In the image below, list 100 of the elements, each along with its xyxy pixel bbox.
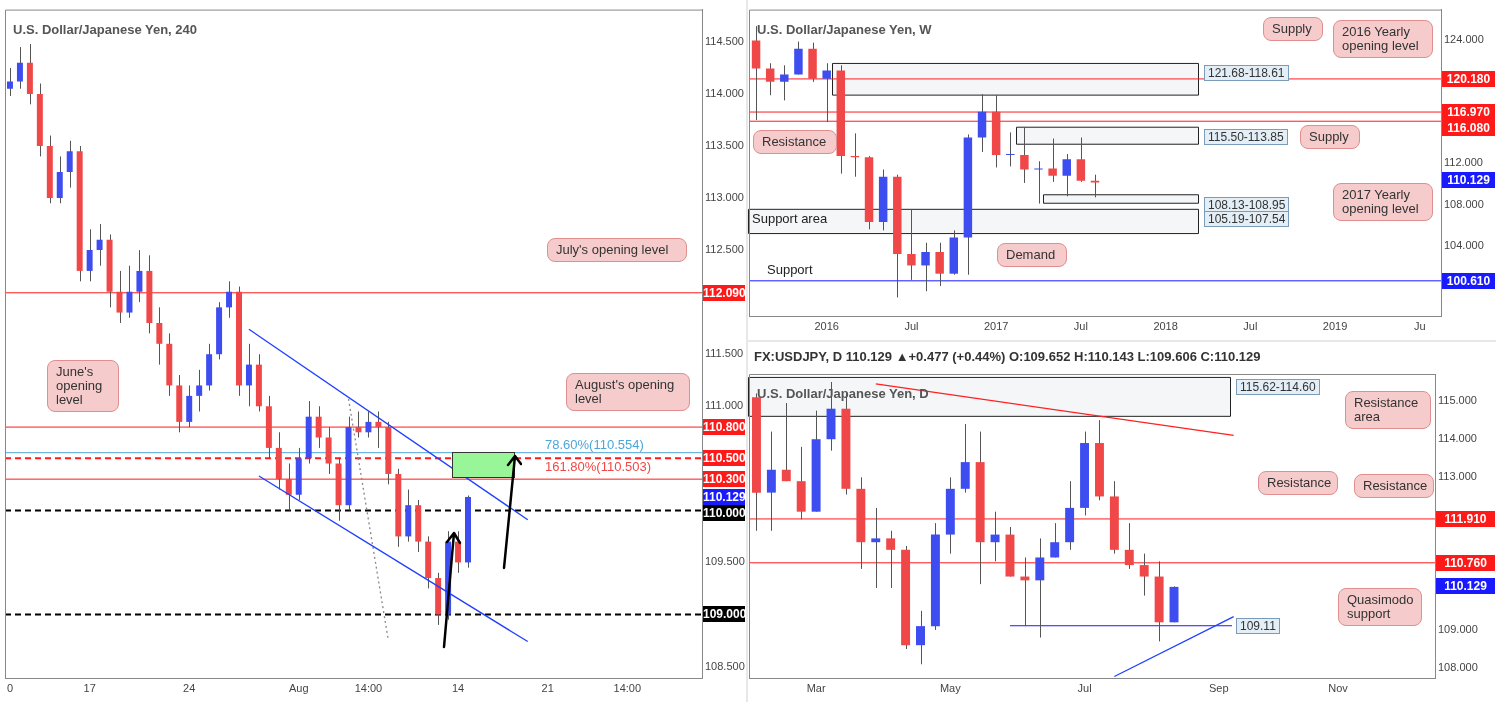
text: U.S. Dollar/Japanese Yen, 240 — [13, 21, 198, 37]
x-tick-label: Jul — [1077, 681, 1092, 694]
candlestick — [245, 343, 252, 407]
candlestick — [886, 530, 896, 589]
y-tick-label: 112.000 — [1444, 156, 1483, 169]
candlestick — [766, 431, 776, 532]
candlestick — [1020, 126, 1029, 184]
candlestick — [921, 242, 930, 292]
candlestick — [375, 410, 382, 449]
y-tick-label: 108.000 — [1438, 661, 1478, 674]
y-tick-label: 108.500 — [705, 659, 745, 672]
annotation: Supply — [1263, 17, 1323, 41]
y-tick-label: 114.000 — [1438, 432, 1477, 445]
ref-line-label: 111.910 — [1436, 510, 1495, 527]
candlestick — [365, 410, 372, 438]
annotation: Resistance — [753, 130, 837, 154]
candlestick — [1035, 537, 1045, 639]
y-tick-label: 111.000 — [705, 399, 744, 412]
band-label: 105.19-107.54 — [1204, 211, 1290, 228]
ref-line-label: 110.800 — [703, 419, 746, 436]
candlestick — [765, 62, 775, 96]
candlestick — [96, 223, 103, 267]
candlestick — [6, 67, 13, 97]
annotation: Demand — [997, 243, 1067, 267]
candlestick — [1062, 153, 1071, 197]
ref-line-label: 110.000 — [703, 504, 746, 521]
y-tick-label: 112.500 — [705, 243, 744, 256]
candlestick — [1050, 522, 1060, 558]
candlestick — [871, 507, 881, 589]
candlestick — [1076, 137, 1086, 183]
annotation: August's opening level — [566, 373, 690, 411]
x-tick-label: 2018 — [1153, 319, 1178, 332]
y-tick-label: 124.000 — [1444, 32, 1484, 45]
candlestick — [990, 511, 1000, 562]
candlestick — [16, 46, 23, 90]
x-tick-label: 17 — [83, 681, 96, 694]
x-tick-label: Mar — [806, 681, 826, 694]
annotation: Resistance — [1258, 471, 1338, 495]
x-tick-label: Ju — [1414, 319, 1426, 332]
ref-line-label: 120.180 — [1442, 70, 1495, 87]
y-tick-label: 109.500 — [705, 555, 745, 568]
candlestick — [1124, 522, 1134, 570]
candlestick — [916, 610, 925, 665]
annotation: 2017 Yearly opening level — [1333, 183, 1433, 221]
x-tick-label: 2019 — [1322, 319, 1348, 332]
candlestick — [226, 280, 233, 319]
y-tick-label: 115.000 — [1438, 394, 1477, 407]
y-tick-label: 114.500 — [705, 34, 744, 47]
ref-line-label: 116.080 — [1442, 120, 1495, 137]
x-tick-label: Sep — [1208, 681, 1229, 694]
candlestick — [1090, 174, 1100, 198]
band-label: 115.62-114.60 — [1236, 379, 1320, 396]
candlestick — [196, 369, 203, 412]
annotation: 110.129 — [703, 488, 746, 505]
candlestick — [86, 228, 93, 282]
y-tick-label: 111.500 — [705, 347, 744, 360]
ref-line-label: 110.500 — [703, 450, 746, 467]
annotation: Resistance — [1354, 474, 1434, 498]
x-tick-label: 24 — [183, 681, 196, 694]
x-tick-label: 2016 — [814, 319, 839, 332]
x-tick-label: 14:00 — [613, 681, 642, 694]
annotation: July's opening level — [547, 238, 687, 262]
annotation: June's opening level — [47, 360, 119, 412]
candlestick — [780, 64, 789, 101]
text: U.S. Dollar/Japanese Yen, W — [757, 21, 932, 37]
ref-line-label: 100.610 — [1442, 272, 1495, 289]
annotation: Support area — [752, 211, 828, 226]
annotation: 2016 Yearly opening level — [1333, 20, 1433, 58]
candlestick — [935, 242, 944, 287]
candlestick — [66, 140, 73, 189]
band-label: 115.50-113.85 — [1204, 129, 1288, 146]
candlestick — [1139, 553, 1149, 597]
x-tick-label: Aug — [288, 681, 309, 694]
ref-line-label: 112.090 — [703, 284, 746, 301]
x-tick-label: Jul — [1243, 319, 1258, 332]
x-tick-label: 0 — [6, 681, 14, 694]
x-tick-label: Jul — [1073, 319, 1088, 332]
ref-line-label: 110.300 — [703, 471, 746, 488]
candlestick — [455, 530, 462, 574]
x-tick-label: 14 — [451, 681, 465, 694]
x-tick-label: 21 — [541, 681, 554, 694]
candlestick — [126, 265, 133, 319]
y-tick-label: 109.000 — [1438, 622, 1478, 635]
candlestick — [1006, 131, 1015, 167]
candlestick — [315, 405, 322, 449]
x-tick-label: Jul — [904, 319, 919, 332]
candlestick — [136, 249, 143, 303]
band-label: 121.68-118.61 — [1204, 65, 1289, 82]
text: 110.129 — [1442, 172, 1495, 188]
ref-line-label: 116.970 — [1442, 104, 1495, 121]
candlestick — [285, 463, 292, 511]
y-tick-label: 113.500 — [705, 139, 744, 152]
band-label: 108.13-108.95 — [1204, 196, 1290, 213]
annotation: Support — [767, 262, 813, 277]
y-tick-label: 104.000 — [1444, 238, 1484, 251]
x-tick-label: Nov — [1328, 681, 1349, 694]
candlestick — [822, 62, 831, 123]
candlestick — [1048, 138, 1057, 183]
annotation: 161.80%(110.503) — [545, 459, 652, 474]
x-tick-label: May — [939, 681, 962, 694]
